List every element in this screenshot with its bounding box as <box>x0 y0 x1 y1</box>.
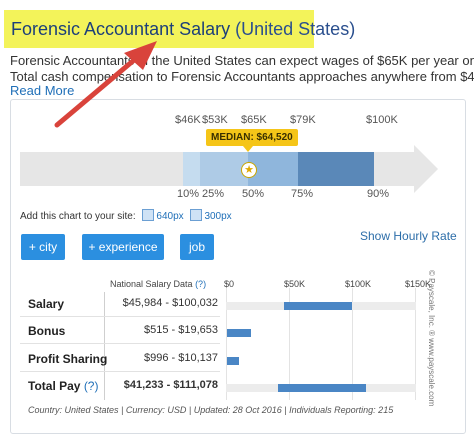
tick-p10-label: 10% <box>177 188 200 200</box>
range-segment-10-25 <box>183 152 200 186</box>
embed-image-icon <box>190 209 203 221</box>
row-label-total-pay: Total Pay (?) <box>28 379 98 393</box>
title-highlight <box>4 10 314 48</box>
tick-p10-value: $46K <box>175 114 201 126</box>
tick-p25-value: $53K <box>202 114 228 126</box>
axis-tick-50k: $50K <box>284 279 306 289</box>
row-label-salary: Salary <box>28 297 65 311</box>
add-city-button[interactable]: + city <box>21 234 65 260</box>
embed-640-link[interactable]: 640px <box>156 211 184 222</box>
total-pay-label: Total Pay <box>28 379 81 393</box>
grid-line <box>415 288 416 400</box>
range-arrowhead <box>414 145 438 193</box>
bar-profit-sharing <box>227 357 239 365</box>
embed-chart-row: Add this chart to your site: 640px 300px <box>20 209 232 222</box>
row-range-total-pay: $41,233 - $111,078 <box>123 379 218 391</box>
grid-line <box>226 288 227 400</box>
page-title: Forensic Accountant Salary (United State… <box>11 19 355 40</box>
row-range-salary: $45,984 - $100,032 <box>122 297 218 309</box>
total-pay-help[interactable]: (?) <box>83 379 99 393</box>
tick-p25-label: 25% <box>202 188 225 200</box>
row-separator <box>20 343 220 344</box>
read-more-link[interactable]: Read More <box>10 83 75 98</box>
tick-p50-label: 50% <box>242 188 265 200</box>
show-hourly-rate-link[interactable]: Show Hourly Rate <box>360 229 457 243</box>
tick-p50-value: $65K <box>241 114 267 126</box>
title-country: (United States) <box>235 19 356 39</box>
annotation-arrow-head <box>124 41 157 70</box>
grid-line <box>289 288 290 400</box>
intro-paragraph: Forensic Accountants in the United State… <box>10 53 474 85</box>
table-divider <box>104 292 105 400</box>
annotation-arrow-shaft <box>54 52 143 128</box>
intro-line-2: Total cash compensation to Forensic Acco… <box>10 69 474 84</box>
axis-tick-100k: $100K <box>345 279 372 289</box>
range-segment-75-90 <box>298 152 374 186</box>
bar-bonus <box>226 329 251 337</box>
title-text: Forensic Accountant Salary <box>11 19 231 39</box>
row-label-profit-sharing: Profit Sharing <box>28 352 108 366</box>
row-range-profit-sharing: $996 - $10,137 <box>143 352 218 364</box>
median-tag: MEDIAN: $64,520 <box>206 129 298 146</box>
table-header: National Salary Data (?) <box>110 279 206 289</box>
table-header-label: National Salary Data <box>110 279 193 289</box>
tick-p75-value: $79K <box>290 114 316 126</box>
table-header-help[interactable]: (?) <box>195 279 207 289</box>
axis-tick-0: $0 <box>224 279 235 289</box>
row-separator <box>20 371 220 372</box>
bar-total-pay <box>277 384 366 392</box>
bar-salary <box>283 302 353 310</box>
tick-p90-value: $100K <box>366 114 398 126</box>
add-experience-button[interactable]: + experience <box>82 234 164 260</box>
median-tag-pointer <box>243 146 253 152</box>
embed-image-icon <box>142 209 155 221</box>
row-label-bonus: Bonus <box>28 324 66 338</box>
tick-p90-label: 90% <box>367 188 390 200</box>
tick-p75-label: 75% <box>291 188 314 200</box>
embed-label: Add this chart to your site: <box>20 211 136 222</box>
range-segment-25-50 <box>200 152 248 186</box>
job-button[interactable]: job <box>180 234 214 260</box>
axis-tick-150k: $150K <box>405 279 432 289</box>
median-star-icon: ★ <box>241 162 257 178</box>
embed-300-link[interactable]: 300px <box>204 211 232 222</box>
grid-line <box>352 288 353 400</box>
row-range-bonus: $515 - $19,653 <box>143 324 218 336</box>
row-separator <box>20 316 220 317</box>
table-footer: Country: United States | Currency: USD |… <box>28 405 394 415</box>
